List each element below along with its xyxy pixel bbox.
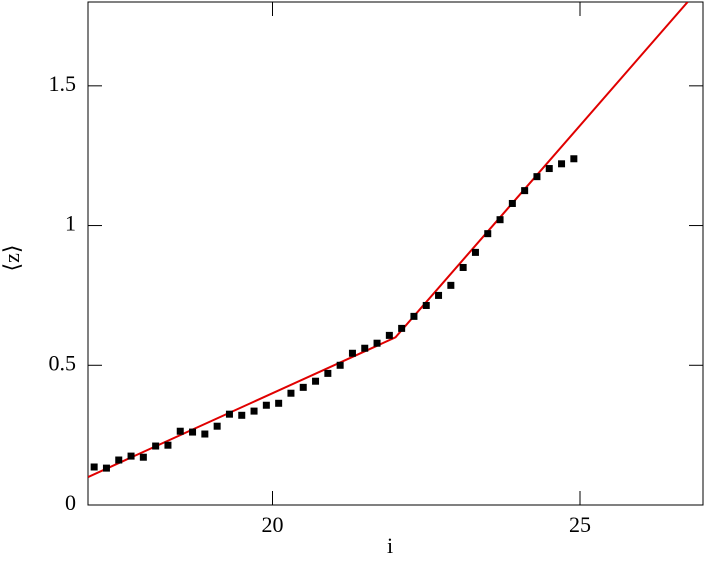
y-tick-label: 0.5: [49, 350, 77, 375]
data-point: [102, 464, 110, 472]
data-point: [275, 399, 283, 407]
data-point: [422, 301, 430, 309]
data-point: [115, 456, 123, 464]
data-point: [508, 199, 516, 207]
data-point: [484, 230, 492, 238]
x-tick-label: 20: [262, 512, 284, 537]
data-point: [201, 430, 209, 438]
data-point: [225, 410, 233, 418]
data-point: [213, 422, 221, 430]
data-point: [447, 281, 455, 289]
data-point: [385, 331, 393, 339]
data-point: [176, 427, 184, 435]
data-point: [324, 369, 332, 377]
data-point: [189, 428, 197, 436]
data-point: [139, 453, 147, 461]
data-point: [312, 377, 320, 385]
y-tick-label: 1.5: [49, 71, 77, 96]
data-point: [410, 312, 418, 320]
data-point: [262, 401, 270, 409]
data-point: [558, 160, 566, 168]
data-point: [90, 463, 98, 471]
data-point: [299, 383, 307, 391]
y-axis-label: ⟨z⟩: [0, 245, 24, 272]
data-point: [164, 441, 172, 449]
data-point: [373, 339, 381, 347]
data-point: [471, 248, 479, 256]
fit-line: [88, 2, 689, 478]
y-tick-label: 0: [65, 490, 76, 515]
data-point: [570, 155, 578, 163]
data-point: [127, 452, 135, 460]
data-point: [287, 389, 295, 397]
data-point: [521, 187, 529, 195]
plot-area: [88, 2, 689, 478]
data-point: [533, 173, 541, 181]
plot-frame: [87, 1, 704, 506]
data-point: [545, 165, 553, 173]
data-point: [435, 291, 443, 299]
data-point: [459, 263, 467, 271]
data-point: [152, 442, 160, 450]
x-tick-label: 25: [569, 512, 591, 537]
data-point: [250, 407, 258, 415]
y-tick-label: 1: [65, 211, 76, 236]
data-point: [336, 361, 344, 369]
x-axis-label: i: [387, 533, 393, 558]
data-point: [361, 344, 369, 352]
data-point: [496, 216, 504, 224]
data-point: [238, 411, 246, 419]
data-point: [348, 349, 356, 357]
data-point: [398, 324, 406, 332]
